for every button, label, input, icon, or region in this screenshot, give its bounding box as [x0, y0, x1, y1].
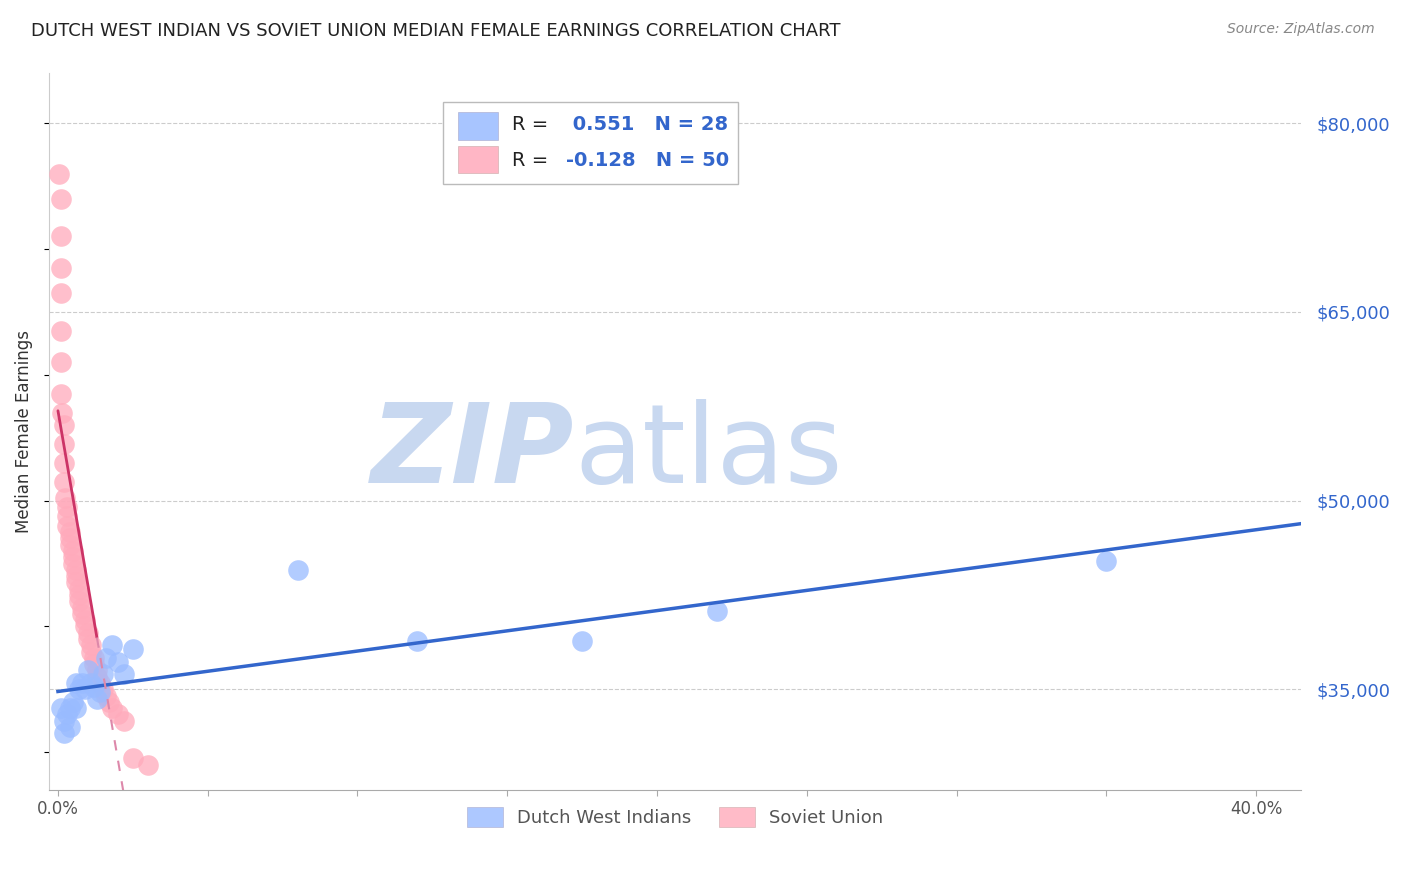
Text: atlas: atlas	[575, 400, 844, 507]
Text: -0.128   N = 50: -0.128 N = 50	[567, 151, 730, 170]
Point	[55, 491, 77, 505]
Point	[107, 707, 129, 722]
Point	[65, 701, 87, 715]
Point	[49, 701, 72, 715]
Point	[67, 582, 90, 596]
Point	[65, 569, 87, 583]
Point	[62, 557, 84, 571]
Point	[49, 286, 72, 301]
Point	[97, 695, 120, 709]
Point	[73, 613, 96, 627]
Point	[65, 676, 87, 690]
Point	[48, 167, 70, 181]
Point	[121, 642, 143, 657]
Point	[70, 607, 93, 621]
Point	[52, 714, 75, 728]
Point	[406, 634, 429, 648]
Text: R =: R =	[512, 115, 555, 134]
Point	[1095, 554, 1118, 568]
Point	[112, 667, 135, 681]
Point	[77, 632, 100, 646]
Point	[67, 682, 90, 697]
Text: ZIP: ZIP	[371, 400, 575, 507]
Point	[80, 644, 103, 658]
Point	[287, 563, 309, 577]
Point	[65, 575, 87, 590]
Point	[706, 604, 728, 618]
Point	[89, 676, 111, 690]
Point	[77, 625, 100, 640]
Point	[89, 685, 111, 699]
Point	[91, 682, 114, 697]
Point	[49, 324, 72, 338]
Point	[73, 619, 96, 633]
Point	[86, 692, 108, 706]
Point	[56, 707, 79, 722]
Point	[59, 538, 82, 552]
Point	[107, 655, 129, 669]
Point	[49, 260, 72, 275]
Point	[52, 726, 75, 740]
Point	[101, 701, 124, 715]
Point	[59, 701, 82, 715]
Point	[70, 676, 93, 690]
Point	[83, 650, 105, 665]
Y-axis label: Median Female Earnings: Median Female Earnings	[15, 330, 32, 533]
Point	[571, 634, 593, 648]
Point	[94, 650, 117, 665]
Point	[65, 563, 87, 577]
FancyBboxPatch shape	[443, 102, 738, 184]
Point	[56, 508, 79, 523]
Point	[62, 695, 84, 709]
Point	[70, 600, 93, 615]
Point	[56, 500, 79, 514]
Point	[56, 518, 79, 533]
Point	[136, 757, 159, 772]
Point	[91, 667, 114, 681]
Point	[49, 229, 72, 244]
FancyBboxPatch shape	[458, 112, 499, 140]
Point	[112, 714, 135, 728]
Legend: Dutch West Indians, Soviet Union: Dutch West Indians, Soviet Union	[460, 799, 890, 835]
Point	[80, 676, 103, 690]
FancyBboxPatch shape	[458, 146, 499, 173]
Point	[49, 192, 72, 206]
Point	[101, 638, 124, 652]
Point	[52, 437, 75, 451]
Point	[62, 544, 84, 558]
Point	[59, 524, 82, 539]
Point	[52, 475, 75, 489]
Point	[73, 682, 96, 697]
Point	[49, 386, 72, 401]
Point	[77, 664, 100, 678]
Point	[67, 588, 90, 602]
Text: DUTCH WEST INDIAN VS SOVIET UNION MEDIAN FEMALE EARNINGS CORRELATION CHART: DUTCH WEST INDIAN VS SOVIET UNION MEDIAN…	[31, 22, 841, 40]
Point	[49, 355, 72, 369]
Point	[86, 670, 108, 684]
Point	[83, 680, 105, 694]
Point	[121, 751, 143, 765]
Text: 0.551   N = 28: 0.551 N = 28	[567, 115, 728, 134]
Point	[59, 720, 82, 734]
Point	[59, 532, 82, 546]
Point	[52, 456, 75, 470]
Point	[80, 638, 103, 652]
Point	[94, 689, 117, 703]
Text: R =: R =	[512, 151, 555, 170]
Point	[67, 594, 90, 608]
Text: Source: ZipAtlas.com: Source: ZipAtlas.com	[1227, 22, 1375, 37]
Point	[83, 657, 105, 672]
Point	[52, 418, 75, 433]
Point	[86, 664, 108, 678]
Point	[51, 406, 73, 420]
Point	[62, 550, 84, 565]
